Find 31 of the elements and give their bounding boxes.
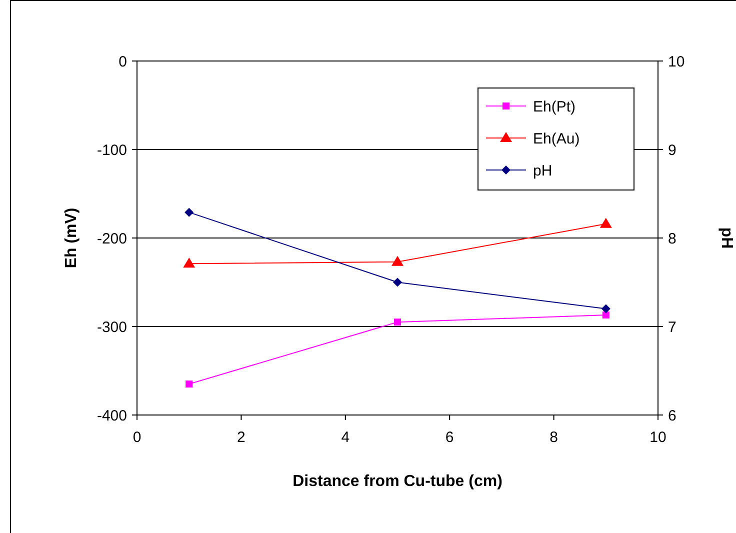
y-tick-label: -200 xyxy=(96,230,127,248)
point xyxy=(601,304,610,314)
x-tick-label: 6 xyxy=(445,429,454,446)
x-tick-label: 2 xyxy=(237,429,246,446)
point xyxy=(600,218,612,228)
point xyxy=(392,256,404,266)
y2-axis-title: pH xyxy=(718,227,735,249)
point xyxy=(394,318,401,326)
x-tick-label: 8 xyxy=(550,429,558,446)
y2-tick-label: 8 xyxy=(668,230,676,248)
y2-tick-label: 6 xyxy=(668,407,676,424)
x-tick-label: 0 xyxy=(132,429,142,446)
y-axis-title: Eh (mV) xyxy=(63,208,80,268)
legend-label: Eh(Au) xyxy=(533,130,580,148)
point xyxy=(183,258,196,268)
x-tick-label: 10 xyxy=(650,429,666,446)
y2-tick-label: 7 xyxy=(668,318,676,336)
y-tick-label: -100 xyxy=(96,142,127,159)
point xyxy=(393,278,402,287)
y-tick-label: -400 xyxy=(96,407,127,424)
y2-tick-label: 9 xyxy=(668,142,676,159)
point xyxy=(186,380,193,388)
point xyxy=(602,311,610,318)
x-tick-label: 4 xyxy=(341,429,350,446)
legend-label: pH xyxy=(533,162,552,180)
legend-label: Eh(Pt) xyxy=(533,98,576,116)
point xyxy=(184,208,194,217)
x-axis-title: Distance from Cu-tube (cm) xyxy=(292,473,502,490)
y-tick-label: -300 xyxy=(96,318,127,336)
y2-tick-label: 10 xyxy=(668,53,685,70)
y-tick-label: 0 xyxy=(118,53,127,70)
